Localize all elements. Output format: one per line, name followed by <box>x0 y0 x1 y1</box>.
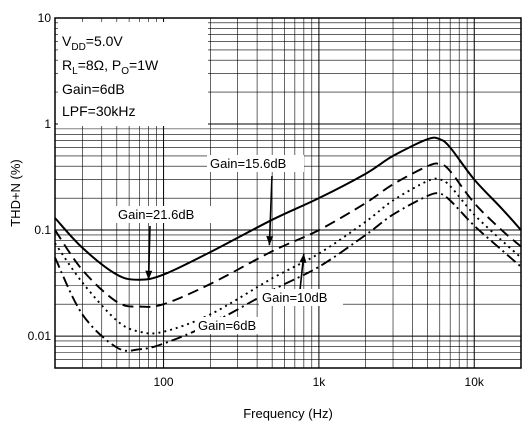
annotation-label: Gain=10dB <box>262 290 327 305</box>
x-axis-label: Frequency (Hz) <box>243 406 333 421</box>
annotation-arrow-head <box>145 270 153 280</box>
conditions-box: VDD=5.0V RL=8Ω, PO=1W Gain=6dB LPF=30kHz <box>58 22 208 126</box>
series-line-gain-10db <box>54 177 522 335</box>
condition-vdd: VDD=5.0V <box>62 33 123 53</box>
annotation-label: Gain=15.6dB <box>210 156 286 171</box>
series-group <box>54 136 522 352</box>
y-tick-label: 0.1 <box>34 223 51 237</box>
y-tick-label: 10 <box>38 11 52 25</box>
condition-lpf: LPF=30kHz <box>62 103 136 119</box>
annotation-label-bg <box>195 317 267 334</box>
annotation-label-bg <box>115 206 211 223</box>
annotation-arrow-head <box>266 236 274 246</box>
x-tick-label: 100 <box>154 375 174 389</box>
series-line-gain-6db <box>54 192 522 352</box>
y-tick-label: 0.01 <box>28 329 52 343</box>
x-tick-label: 10k <box>465 375 485 389</box>
series-line-gain-15-6db <box>54 162 522 308</box>
condition-gain: Gain=6dB <box>62 81 125 97</box>
condition-load: RL=8Ω, PO=1W <box>62 57 159 77</box>
tick-labels: 100 1k 10k 0.01 0.1 1 10 <box>28 11 485 389</box>
series-line-gain-21-6db <box>54 136 522 281</box>
conditions-box-background <box>58 22 208 126</box>
x-tick-label: 1k <box>313 375 327 389</box>
annotation-arrow-head <box>299 253 307 263</box>
annotation-labels: Gain=21.6dB Gain=15.6dB Gain=10dB Gain=6dB <box>115 155 343 334</box>
annotation-label-bg <box>259 289 343 306</box>
y-tick-label: 1 <box>44 117 51 131</box>
annotation-label: Gain=6dB <box>198 318 256 333</box>
annotation-arrow-line <box>268 175 273 246</box>
y-axis-label: THD+N (%) <box>8 159 23 227</box>
annotation-label-bg <box>207 155 304 172</box>
plot-frame <box>54 17 522 369</box>
annotation-label: Gain=21.6dB <box>118 207 194 222</box>
